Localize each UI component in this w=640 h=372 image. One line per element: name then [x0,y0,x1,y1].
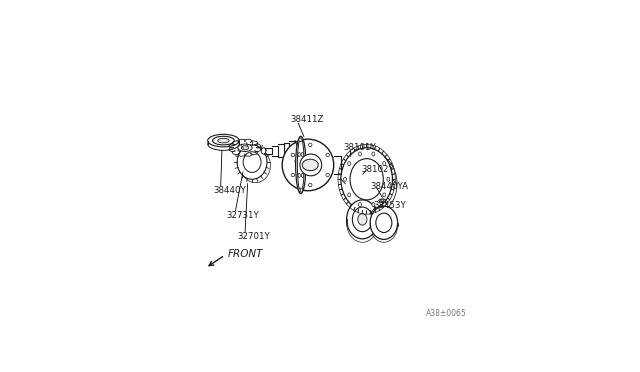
Circle shape [282,139,333,191]
Circle shape [300,154,322,176]
Ellipse shape [238,144,252,151]
Circle shape [308,183,312,187]
Ellipse shape [358,214,367,225]
Ellipse shape [237,145,267,179]
Text: 38453Y: 38453Y [373,201,406,210]
Circle shape [326,173,330,177]
Ellipse shape [370,206,397,240]
Ellipse shape [261,148,266,154]
Text: 38440Y: 38440Y [213,186,246,195]
Ellipse shape [372,203,375,206]
Ellipse shape [346,153,397,215]
Ellipse shape [358,152,362,156]
Ellipse shape [218,138,229,143]
Ellipse shape [301,153,303,157]
Text: 38411Z: 38411Z [290,115,324,124]
Ellipse shape [381,200,384,202]
Text: 38101Y: 38101Y [344,143,376,152]
Ellipse shape [299,188,301,192]
Circle shape [308,143,312,147]
Ellipse shape [358,203,362,206]
Ellipse shape [296,136,306,193]
Ellipse shape [298,153,300,157]
Ellipse shape [298,173,300,177]
Circle shape [291,173,294,177]
Ellipse shape [372,152,375,156]
Ellipse shape [300,138,303,142]
Ellipse shape [383,193,386,197]
Ellipse shape [243,152,261,172]
Ellipse shape [376,213,392,232]
Text: 32701Y: 32701Y [238,232,271,241]
Ellipse shape [301,173,303,177]
Ellipse shape [298,138,304,192]
Ellipse shape [350,158,383,200]
Ellipse shape [355,163,388,205]
Ellipse shape [387,177,390,181]
Text: FRONT: FRONT [228,249,263,259]
Ellipse shape [300,188,303,192]
Ellipse shape [353,207,372,232]
Ellipse shape [299,138,301,142]
Ellipse shape [348,161,351,166]
Ellipse shape [344,177,346,181]
Ellipse shape [208,134,239,147]
Ellipse shape [212,136,234,145]
Ellipse shape [341,148,392,211]
Ellipse shape [383,161,386,166]
Ellipse shape [241,146,249,150]
Text: 32731Y: 32731Y [227,211,259,219]
Ellipse shape [302,159,318,171]
Circle shape [326,153,330,157]
Ellipse shape [347,200,378,239]
Ellipse shape [348,193,351,197]
Text: 38102Y: 38102Y [362,165,394,174]
Ellipse shape [379,199,386,202]
Circle shape [291,153,294,157]
Text: A38±0065: A38±0065 [426,309,467,318]
Text: 38440YA: 38440YA [371,182,408,191]
